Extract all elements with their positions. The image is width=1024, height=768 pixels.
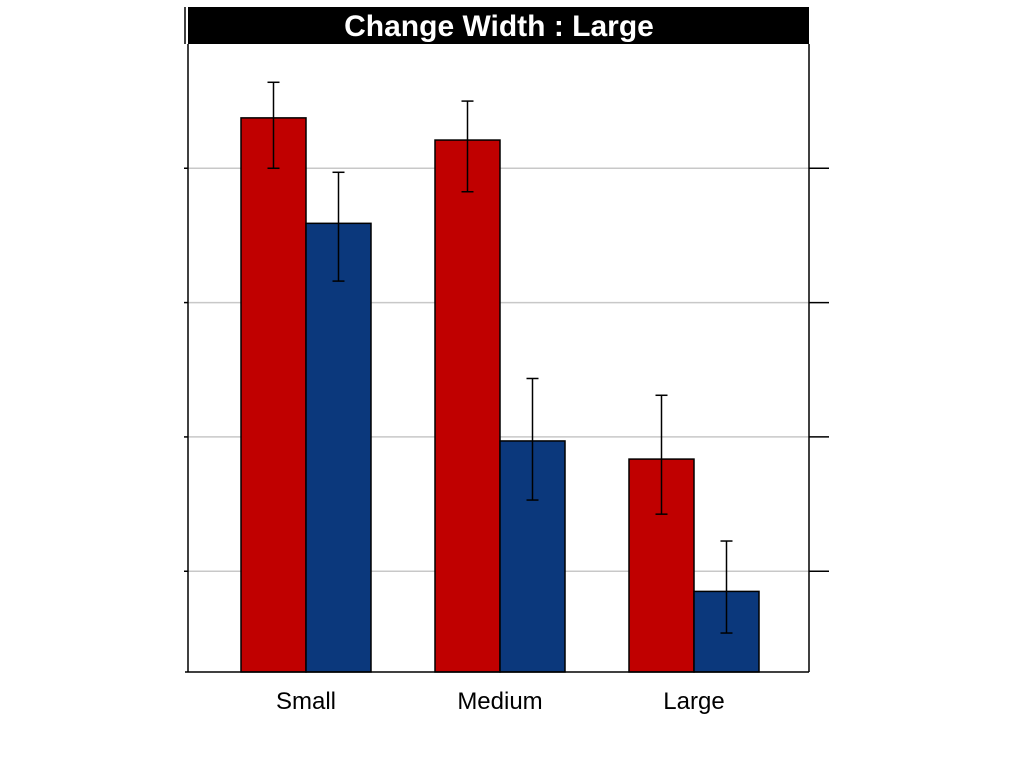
x-tick-labels: Small Medium Large bbox=[276, 688, 725, 715]
chart-title: Change Width : Large bbox=[344, 10, 654, 43]
x-tick-label: Large bbox=[663, 688, 724, 715]
panel-strip: Change Width : Large bbox=[184, 7, 809, 44]
bar bbox=[434, 139, 501, 673]
x-tick-label: Small bbox=[276, 688, 336, 715]
bars bbox=[240, 117, 760, 673]
bar bbox=[305, 222, 372, 673]
axes bbox=[184, 44, 829, 673]
error-bars bbox=[267, 81, 733, 634]
bar bbox=[240, 117, 307, 673]
x-tick-label: Medium bbox=[457, 688, 542, 715]
panel-strip-background bbox=[188, 7, 809, 44]
